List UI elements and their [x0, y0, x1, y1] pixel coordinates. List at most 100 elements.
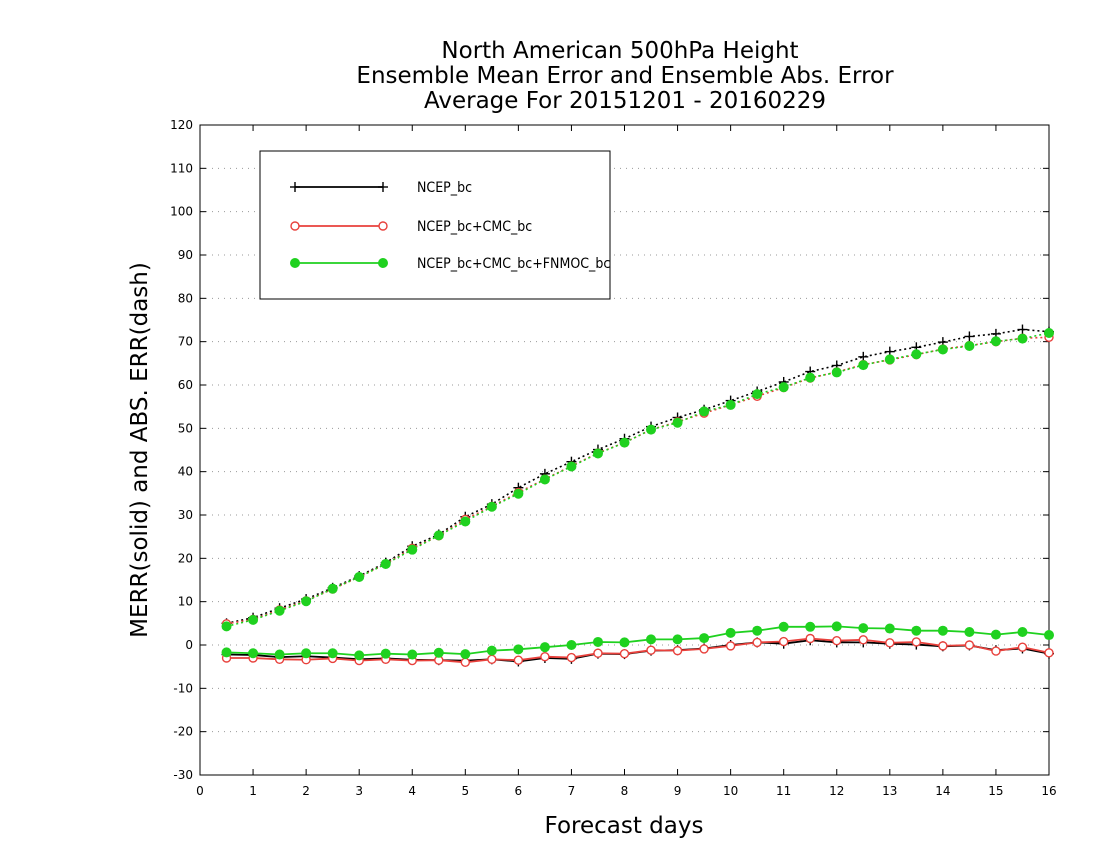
x-tick-label: 12 [829, 784, 844, 798]
merr-point [938, 641, 948, 651]
merr-point [274, 649, 285, 660]
abs-err-point [301, 596, 312, 607]
legend-box [259, 150, 611, 300]
merr-point [486, 645, 497, 656]
x-tick-label: 15 [988, 784, 1003, 798]
merr-point [672, 645, 683, 656]
y-tick-label: 100 [170, 205, 193, 219]
merr-point [619, 648, 630, 659]
y-tick-label: 120 [170, 118, 193, 132]
abs-err-point [221, 621, 232, 632]
merr-point [858, 635, 868, 645]
legend-label: NCEP_bc+CMC_bc [417, 219, 532, 235]
abs-err-point [619, 437, 630, 448]
merr-point [301, 648, 312, 659]
abs-err-point [1017, 333, 1028, 344]
series-NCEP_bc+CMC_bc+FNMOC_bc [221, 328, 1054, 661]
merr-point [1017, 642, 1028, 652]
merr-point [592, 636, 603, 647]
legend-marker [378, 221, 388, 231]
merr-point [699, 633, 710, 644]
abs-err-point [831, 367, 842, 378]
legend-entry: NCEP_bc+CMC_bc+FNMOC_bc [290, 256, 610, 272]
merr-point [566, 652, 577, 663]
merr-point [539, 642, 550, 653]
merr-point [433, 647, 444, 658]
merr-point [1044, 630, 1054, 641]
y-tick-label: 0 [185, 638, 193, 652]
merr-point [725, 641, 736, 651]
chart-period: Average For 20151201 - 20160229 [424, 88, 826, 114]
merr-point [699, 644, 709, 654]
merr-point [513, 655, 524, 665]
abs-err-point [964, 341, 975, 351]
abs-err-point [327, 583, 338, 594]
y-tick-label: 80 [178, 291, 193, 305]
y-tick-label: 30 [178, 508, 193, 522]
x-tick-label: 10 [723, 784, 738, 798]
y-tick-label: 10 [178, 595, 193, 609]
y-tick-label: -20 [173, 725, 193, 739]
abs-err-point [699, 406, 710, 417]
abs-err-point [592, 448, 603, 459]
abs-err-point [354, 571, 365, 582]
merr-point [407, 649, 418, 660]
abs-err-point [460, 516, 471, 527]
x-tick-label: 3 [355, 784, 363, 798]
x-axis-label: Forecast days [545, 813, 704, 839]
abs-err-point [407, 544, 418, 555]
merr-point [991, 646, 1001, 656]
merr-point [885, 638, 895, 648]
abs-err-point [646, 424, 657, 435]
abs-err-point [884, 354, 895, 365]
x-tick-label: 8 [621, 784, 629, 798]
abs-err-line [226, 328, 1050, 625]
abs-err-point [274, 605, 285, 616]
abs-err-point [990, 336, 1001, 347]
chart-title: North American 500hPa Height [441, 38, 798, 64]
merr-point [566, 640, 577, 650]
legend-marker [290, 221, 300, 231]
x-tick-label: 7 [568, 784, 576, 798]
y-tick-label: 70 [178, 335, 193, 349]
x-tick-label: 1 [249, 784, 257, 798]
abs-err-point [778, 382, 789, 393]
merr-point [513, 644, 524, 655]
abs-err-point [539, 474, 550, 485]
x-tick-label: 9 [674, 784, 682, 798]
merr-point [832, 635, 842, 646]
abs-err-point [1017, 324, 1028, 335]
abs-err-point [672, 417, 683, 428]
legend-marker [290, 258, 300, 268]
merr-point [487, 654, 497, 664]
x-tick-label: 5 [461, 784, 469, 798]
merr-point [964, 640, 975, 650]
merr-point [354, 650, 365, 661]
x-tick-label: 2 [302, 784, 310, 798]
x-tick-label: 14 [935, 784, 950, 798]
merr-point [380, 648, 391, 659]
merr-point [221, 647, 232, 658]
y-tick-label: 40 [178, 465, 193, 479]
y-tick-label: -30 [173, 768, 193, 782]
y-tick-label: 20 [178, 551, 193, 565]
merr-point [1017, 627, 1028, 637]
legend-marker [378, 182, 388, 192]
merr-point [805, 621, 816, 632]
merr-point [248, 648, 259, 659]
merr-point [990, 629, 1001, 640]
merr-point [327, 648, 338, 659]
merr-point [752, 625, 763, 636]
y-tick-label: 110 [170, 161, 193, 175]
y-tick-label: -10 [173, 681, 193, 695]
merr-point [911, 625, 922, 636]
merr-point [752, 637, 762, 648]
abs-err-point [566, 461, 577, 472]
x-tick-label: 16 [1041, 784, 1056, 798]
abs-err-point [725, 399, 736, 410]
abs-err-point [911, 349, 922, 360]
merr-point [460, 657, 471, 668]
merr-point [540, 652, 550, 662]
abs-err-point [752, 389, 763, 400]
